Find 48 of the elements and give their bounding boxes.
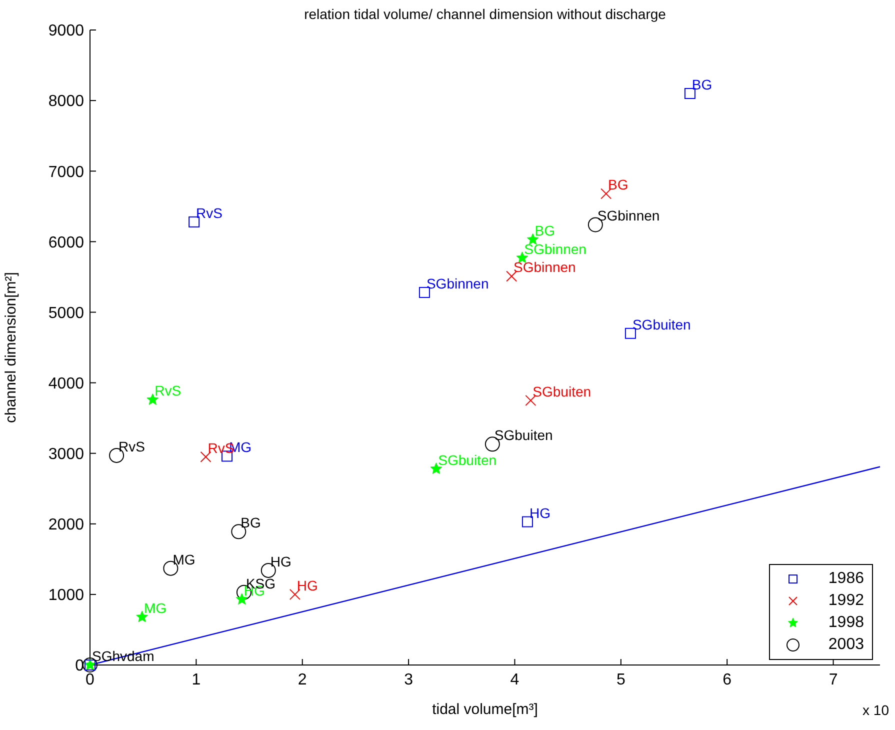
annotation: RvS [118,438,145,454]
annotation: SGbuiten [494,427,553,444]
y-axis-title: channel dimension[m²] [2,272,20,423]
annotation: BG [240,514,261,531]
x-tick-label: 5 [616,671,626,688]
annotation: RvS [196,204,223,221]
annotation: BG [534,222,556,239]
annotation: HG [270,553,292,570]
chart-title: relation tidal volume/ channel dimension without discharge [303,6,667,22]
point [600,188,612,200]
x-tick-label: 3 [404,671,414,688]
annotation: SGbinnen [597,208,660,224]
x-axis-title: tidal volume[m³] [432,701,538,718]
y-tick-label: 4000 [48,375,84,392]
annotation: HG [529,504,550,521]
legend-label: 1992 [828,592,864,610]
annotation: SGbuiten [532,383,592,400]
y-tick-label: 7000 [48,164,84,181]
point [684,88,696,99]
legend-label: 2003 [828,636,864,654]
y-tick-label: 0 [75,658,84,675]
y-tick-label: 3000 [48,446,84,464]
annotation: MG [144,600,167,616]
x-tick-label: 7 [828,671,838,688]
x-tick-label: 1 [192,671,201,688]
y-tick-label: 5000 [48,304,84,322]
annotation: BG [692,76,712,92]
y-tick-label: 6000 [48,234,84,252]
x-tick-label: 6 [722,671,732,688]
x-tick-label: 4 [510,671,520,688]
annotation: SGbinnen [514,259,576,276]
y-tick-label: 9000 [48,22,84,40]
text: x 10 [862,702,889,718]
annotation: MG [172,551,196,568]
y-tick-label: 2000 [48,516,84,534]
point [506,270,518,282]
legend-label: 1986 [828,570,864,588]
annotation: SGbinnen [426,275,489,292]
annotation: SGbuiten [438,452,497,468]
annotation: HG [296,577,318,594]
y-tick-label: 8000 [48,93,84,110]
legend-label: 1998 [828,614,864,632]
y-tick-label: 1000 [48,587,84,604]
annotation: RvS [154,382,182,399]
x-tick-label: 2 [298,671,307,688]
annotation: BG [608,176,628,193]
annotation: SGbinnen [524,240,586,257]
annotation: SGbuiten [632,316,691,332]
